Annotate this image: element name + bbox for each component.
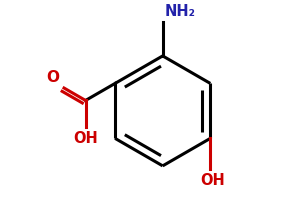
Text: OH: OH: [73, 131, 98, 146]
Text: OH: OH: [200, 173, 225, 188]
Text: NH₂: NH₂: [165, 4, 196, 19]
Text: O: O: [46, 70, 59, 85]
